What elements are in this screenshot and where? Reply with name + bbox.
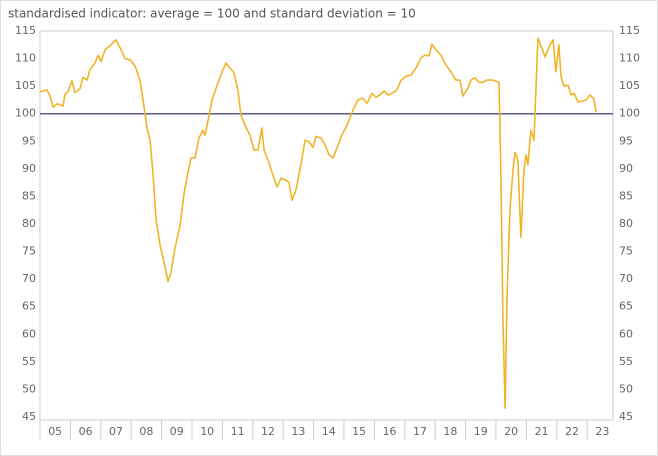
x-tick-label: 06 bbox=[79, 425, 93, 438]
y-tick-label: 110 bbox=[15, 52, 36, 65]
x-tick-label: 08 bbox=[139, 425, 153, 438]
y2-tick-label: 115 bbox=[619, 24, 640, 37]
y-tick-label: 115 bbox=[15, 24, 36, 37]
x-tick-label: 20 bbox=[504, 425, 518, 438]
y-tick-label: 95 bbox=[22, 134, 36, 147]
y-tick-label: 50 bbox=[22, 382, 36, 395]
y2-tick-label: 45 bbox=[619, 410, 633, 423]
plot-area bbox=[39, 30, 614, 421]
y-tick-label: 85 bbox=[22, 189, 36, 202]
x-tick-label: 21 bbox=[535, 425, 549, 438]
x-tick-label: 22 bbox=[565, 425, 579, 438]
y-tick-label: 55 bbox=[22, 355, 36, 368]
y2-tick-label: 100 bbox=[619, 107, 640, 120]
y-tick-label: 70 bbox=[22, 272, 36, 285]
x-tick-label: 11 bbox=[231, 425, 245, 438]
x-tick-label: 16 bbox=[383, 425, 397, 438]
y2-tick-label: 50 bbox=[619, 382, 633, 395]
y-tick-label: 105 bbox=[15, 79, 36, 92]
y2-tick-label: 65 bbox=[619, 300, 633, 313]
y2-tick-label: 95 bbox=[619, 134, 633, 147]
x-tick-label: 12 bbox=[261, 425, 275, 438]
chart-title: standardised indicator: average = 100 an… bbox=[8, 7, 416, 21]
y-tick-label: 80 bbox=[22, 217, 36, 230]
x-tick-label: 09 bbox=[170, 425, 184, 438]
x-tick-label: 18 bbox=[443, 425, 457, 438]
y2-tick-label: 70 bbox=[619, 272, 633, 285]
x-tick-label: 19 bbox=[474, 425, 488, 438]
y2-tick-label: 110 bbox=[619, 52, 640, 65]
y2-tick-label: 75 bbox=[619, 245, 633, 258]
y2-tick-label: 55 bbox=[619, 355, 633, 368]
y-tick-label: 75 bbox=[22, 245, 36, 258]
x-tick-label: 17 bbox=[413, 425, 427, 438]
y2-tick-label: 90 bbox=[619, 162, 633, 175]
y-tick-label: 45 bbox=[22, 410, 36, 423]
y2-tick-label: 80 bbox=[619, 217, 633, 230]
y2-tick-label: 85 bbox=[619, 189, 633, 202]
x-tick-label: 15 bbox=[352, 425, 366, 438]
x-tick-label: 05 bbox=[48, 425, 62, 438]
x-tick-label: 07 bbox=[109, 425, 123, 438]
y2-tick-label: 60 bbox=[619, 327, 633, 340]
y-tick-label: 60 bbox=[22, 327, 36, 340]
y-tick-label: 100 bbox=[15, 107, 36, 120]
data-line bbox=[39, 37, 597, 409]
y-tick-label: 90 bbox=[22, 162, 36, 175]
x-tick-label: 23 bbox=[595, 425, 609, 438]
y2-tick-label: 105 bbox=[619, 79, 640, 92]
x-tick-label: 10 bbox=[200, 425, 214, 438]
x-tick-label: 14 bbox=[322, 425, 336, 438]
x-tick-label: 13 bbox=[291, 425, 305, 438]
y-tick-label: 65 bbox=[22, 300, 36, 313]
